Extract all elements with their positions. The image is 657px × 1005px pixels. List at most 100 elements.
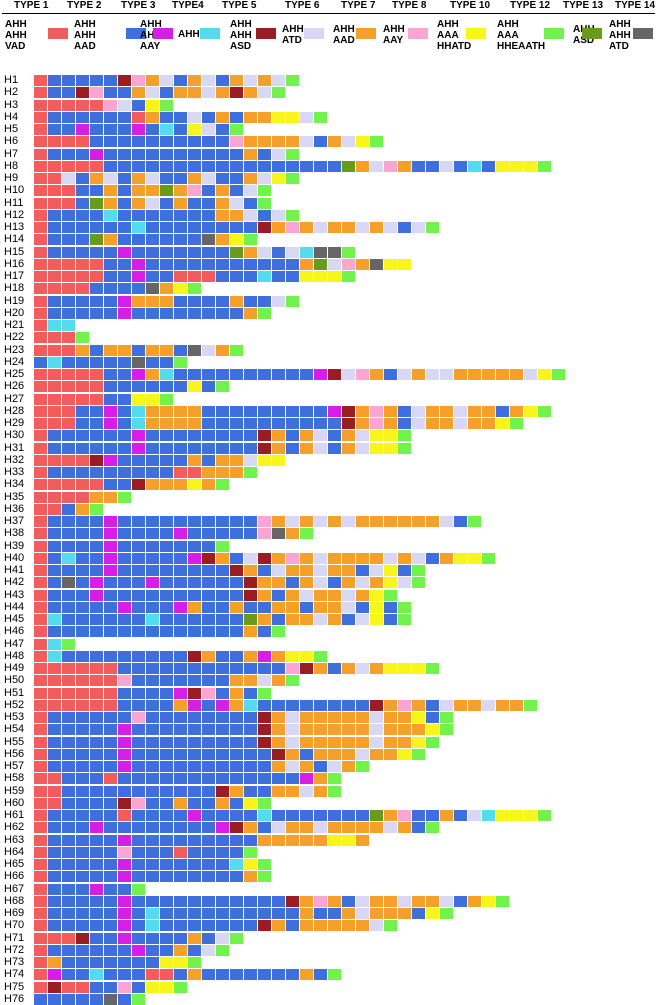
segment-cell <box>202 296 216 307</box>
segment-cell <box>76 185 90 196</box>
segment-cell <box>34 492 48 503</box>
segment-cell <box>76 712 90 723</box>
segment-cell <box>370 430 384 441</box>
segment-cell <box>314 443 328 454</box>
segment-cell <box>62 577 76 588</box>
segment-cell <box>202 835 216 846</box>
segment-cell <box>300 516 314 527</box>
segment-cell <box>300 822 314 833</box>
segment-cell <box>272 786 286 797</box>
segment-cell <box>356 908 370 919</box>
segment-cell <box>230 210 244 221</box>
segment-cell <box>384 700 398 711</box>
segment-cell <box>300 161 314 172</box>
segment-cell <box>146 541 160 552</box>
segment-cell <box>370 749 384 760</box>
segment-cell <box>76 859 90 870</box>
segment-cell <box>342 602 356 613</box>
segment-cell <box>160 798 174 809</box>
segment-cell <box>244 430 258 441</box>
segment-cell <box>104 626 118 637</box>
segment-cell <box>202 308 216 319</box>
segment-cell <box>160 871 174 882</box>
segment-cell <box>342 737 356 748</box>
segment-cell <box>258 651 272 662</box>
segment-cell <box>216 969 230 980</box>
segment-cell <box>48 136 62 147</box>
segment-cell <box>188 577 202 588</box>
segment-cell <box>188 761 202 772</box>
segment-cell <box>440 418 454 429</box>
segment-cell <box>34 136 48 147</box>
segment-cell <box>202 908 216 919</box>
segment-cell <box>76 198 90 209</box>
segment-cell <box>104 443 118 454</box>
segment-cell <box>216 516 230 527</box>
segment-cell <box>202 700 216 711</box>
segment-cell <box>48 369 62 380</box>
segment-cell <box>62 969 76 980</box>
segment-cell <box>76 933 90 944</box>
segment-cell <box>48 896 62 907</box>
segment-cell <box>34 87 48 98</box>
segment-cell <box>230 418 244 429</box>
segment-cell <box>48 308 62 319</box>
segment-cell <box>48 614 62 625</box>
segment-cell <box>174 296 188 307</box>
segment-cell <box>272 75 286 86</box>
segment-cell <box>48 798 62 809</box>
segment-cell <box>272 822 286 833</box>
segment-cell <box>104 908 118 919</box>
segment-cell <box>440 369 454 380</box>
segment-cell <box>342 577 356 588</box>
segment-cell <box>426 663 440 674</box>
segment-cell <box>132 149 146 160</box>
segment-cell <box>342 247 356 258</box>
segment-cell <box>118 271 132 282</box>
segment-cell <box>104 651 118 662</box>
segment-cell <box>426 700 440 711</box>
segment-cell <box>118 87 132 98</box>
segment-cell <box>300 406 314 417</box>
segment-cell <box>258 75 272 86</box>
segment-cell <box>202 75 216 86</box>
segment-cell <box>328 590 342 601</box>
segment-cell <box>328 271 342 282</box>
segment-cell <box>76 504 90 515</box>
segment-cell <box>34 724 48 735</box>
segment-cell <box>34 553 48 564</box>
segment-cell <box>328 712 342 723</box>
segment-cell <box>62 455 76 466</box>
row-label: H65 <box>4 858 25 870</box>
segment-cell <box>188 737 202 748</box>
row-label: H73 <box>4 956 25 968</box>
legend-swatch <box>544 28 564 39</box>
segment-cell <box>160 296 174 307</box>
segment-cell <box>286 430 300 441</box>
segment-cell <box>356 161 370 172</box>
segment-cell <box>202 847 216 858</box>
segment-cell <box>146 394 160 405</box>
segment-cell <box>132 479 146 490</box>
segment-cell <box>342 430 356 441</box>
segment-cell <box>216 847 230 858</box>
segment-cell <box>34 822 48 833</box>
row-label: H41 <box>4 564 25 576</box>
segment-cell <box>104 541 118 552</box>
segment-cell <box>132 945 146 956</box>
legend-swatch <box>582 28 602 39</box>
segment-cell <box>342 810 356 821</box>
segment-cell <box>188 149 202 160</box>
segment-cell <box>216 871 230 882</box>
segment-cell <box>496 700 510 711</box>
segment-cell <box>76 908 90 919</box>
segment-cell <box>202 553 216 564</box>
segment-cell <box>118 369 132 380</box>
segment-cell <box>202 198 216 209</box>
row-label: H14 <box>4 233 25 245</box>
row-label: H22 <box>4 331 25 343</box>
segment-cell <box>216 724 230 735</box>
segment-cell <box>48 871 62 882</box>
segment-cell <box>104 259 118 270</box>
type-label: TYPE 3 <box>121 0 156 11</box>
